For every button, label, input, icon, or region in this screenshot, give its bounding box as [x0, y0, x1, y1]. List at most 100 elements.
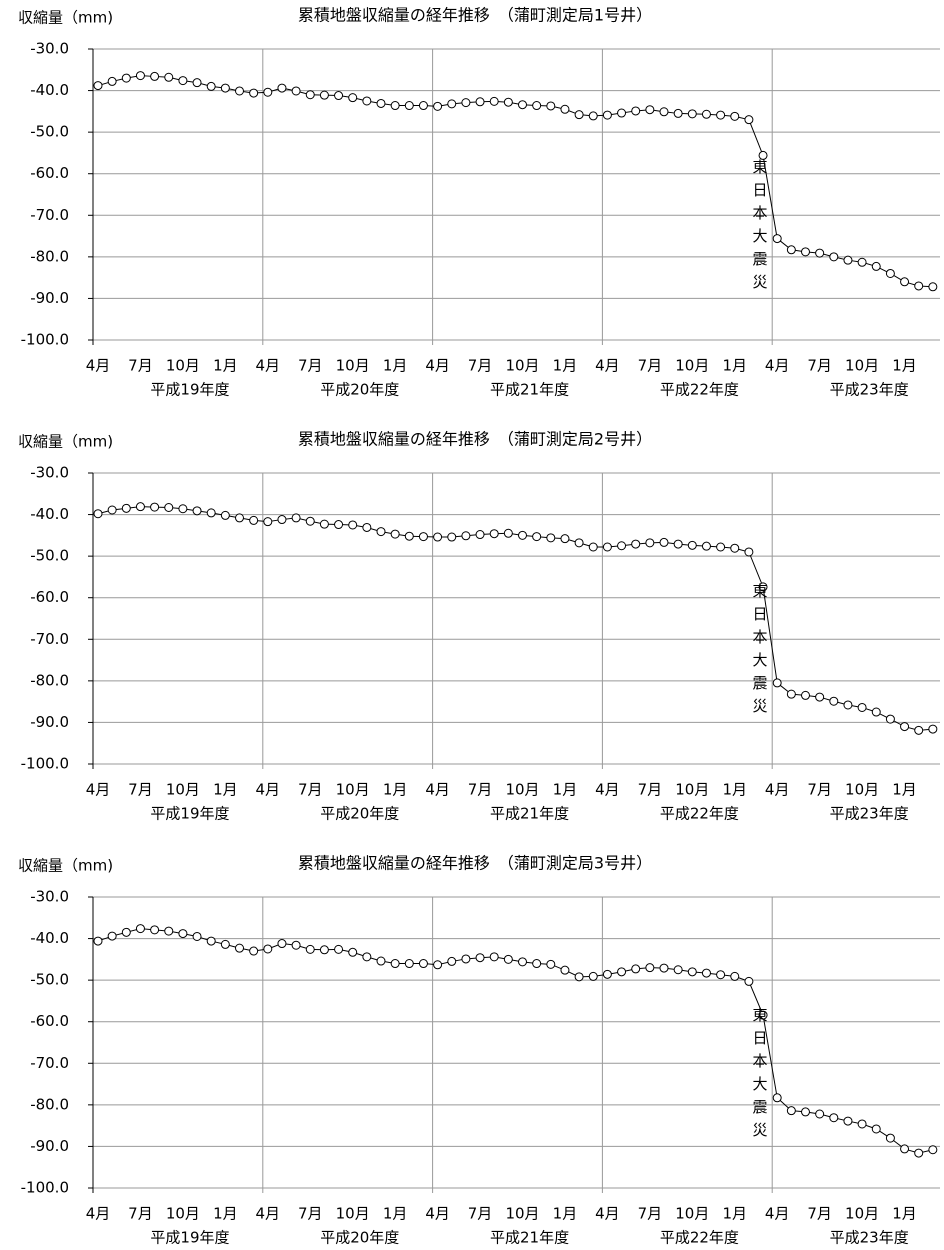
y-tick-label: -50.0 — [30, 971, 69, 989]
data-point — [192, 78, 202, 88]
x-tick-label: 4月 — [256, 357, 281, 375]
data-point — [772, 234, 782, 244]
data-point — [277, 939, 287, 949]
data-point — [390, 101, 400, 111]
data-point — [362, 522, 372, 532]
data-point — [532, 101, 542, 111]
y-tick-label: -100.0 — [21, 1179, 69, 1197]
data-point — [659, 107, 669, 117]
data-point — [334, 944, 344, 954]
data-point — [503, 954, 513, 964]
year-label: 平成23年度 — [830, 1229, 909, 1247]
x-tick-label: 1月 — [892, 1205, 917, 1223]
data-point — [178, 76, 188, 86]
data-point — [801, 690, 810, 700]
y-tick-label: -40.0 — [30, 929, 69, 947]
data-point — [164, 72, 174, 82]
data-point — [503, 97, 513, 107]
x-tick-label: 7月 — [128, 357, 153, 375]
data-point — [758, 1010, 768, 1020]
data-point — [433, 960, 443, 970]
x-tick-label: 4月 — [765, 781, 790, 799]
data-point — [687, 967, 697, 977]
x-tick-label: 4月 — [86, 1205, 111, 1223]
data-point — [433, 101, 443, 111]
chart-title: 累積地盤収縮量の経年推移 （蒲町測定局3号井） — [298, 854, 652, 873]
data-point — [617, 967, 627, 977]
year-label: 平成22年度 — [660, 805, 739, 823]
data-point — [447, 532, 457, 542]
x-tick-label: 10月 — [675, 781, 709, 799]
data-point — [815, 248, 825, 258]
data-point — [871, 261, 881, 271]
data-point — [475, 97, 485, 107]
year-label: 平成22年度 — [660, 381, 739, 399]
year-label: 平成21年度 — [490, 805, 569, 823]
data-point — [135, 924, 145, 934]
data-point — [192, 506, 202, 516]
data-point — [461, 98, 471, 108]
x-tick-label: 10月 — [336, 781, 370, 799]
x-tick-label: 4月 — [425, 357, 450, 375]
x-tick-label: 1月 — [383, 357, 408, 375]
data-point — [178, 504, 188, 514]
data-point — [433, 532, 443, 542]
x-tick-label: 10月 — [166, 781, 200, 799]
x-tick-label: 4月 — [595, 781, 620, 799]
data-point — [843, 1116, 853, 1126]
data-point — [475, 530, 485, 540]
data-point — [518, 530, 527, 540]
data-point — [885, 268, 895, 278]
data-point — [362, 952, 372, 962]
data-point — [730, 971, 740, 981]
x-tick-label: 10月 — [505, 1205, 539, 1223]
y-axis-label: 収縮量（mm) — [18, 9, 113, 27]
y-tick-label: -40.0 — [30, 81, 69, 99]
data-point — [829, 252, 839, 262]
data-point — [786, 689, 796, 699]
data-point — [305, 944, 315, 954]
y-tick-label: -80.0 — [30, 1095, 69, 1113]
x-tick-label: 1月 — [892, 781, 917, 799]
x-tick-label: 7月 — [807, 1205, 832, 1223]
data-point — [249, 946, 259, 956]
x-tick-label: 4月 — [86, 781, 111, 799]
data-point — [560, 104, 570, 114]
y-tick-label: -70.0 — [30, 1054, 69, 1072]
data-point — [235, 86, 244, 96]
data-point — [263, 944, 273, 954]
data-point — [206, 508, 216, 518]
y-tick-label: -100.0 — [21, 331, 69, 349]
data-point — [772, 678, 782, 688]
y-tick-label: -30.0 — [30, 464, 69, 482]
data-point — [914, 1148, 924, 1158]
year-label: 平成21年度 — [490, 1229, 569, 1247]
y-tick-label: -90.0 — [30, 713, 69, 731]
data-point — [588, 542, 598, 552]
data-point — [673, 965, 683, 975]
data-point — [93, 936, 103, 946]
data-point — [871, 1124, 881, 1134]
y-tick-label: -60.0 — [30, 588, 69, 606]
data-point — [107, 76, 117, 86]
data-point — [220, 939, 230, 949]
data-point — [390, 959, 400, 969]
y-tick-label: -60.0 — [30, 164, 69, 182]
data-point — [206, 936, 216, 946]
data-point — [900, 277, 910, 287]
data-point — [305, 90, 315, 100]
year-label: 平成23年度 — [830, 381, 909, 399]
data-point — [404, 101, 414, 111]
y-axis-label: 収縮量（mm) — [18, 857, 113, 875]
data-point — [857, 702, 867, 712]
data-point — [786, 1106, 796, 1116]
data-point — [249, 88, 259, 98]
data-point — [843, 255, 853, 265]
data-point — [546, 101, 556, 111]
data-point — [631, 106, 641, 116]
annotation: 東日本大震災 — [750, 583, 768, 721]
x-tick-label: 7月 — [638, 1205, 663, 1223]
data-point — [447, 99, 457, 109]
data-point — [418, 532, 428, 542]
data-point — [687, 540, 697, 550]
